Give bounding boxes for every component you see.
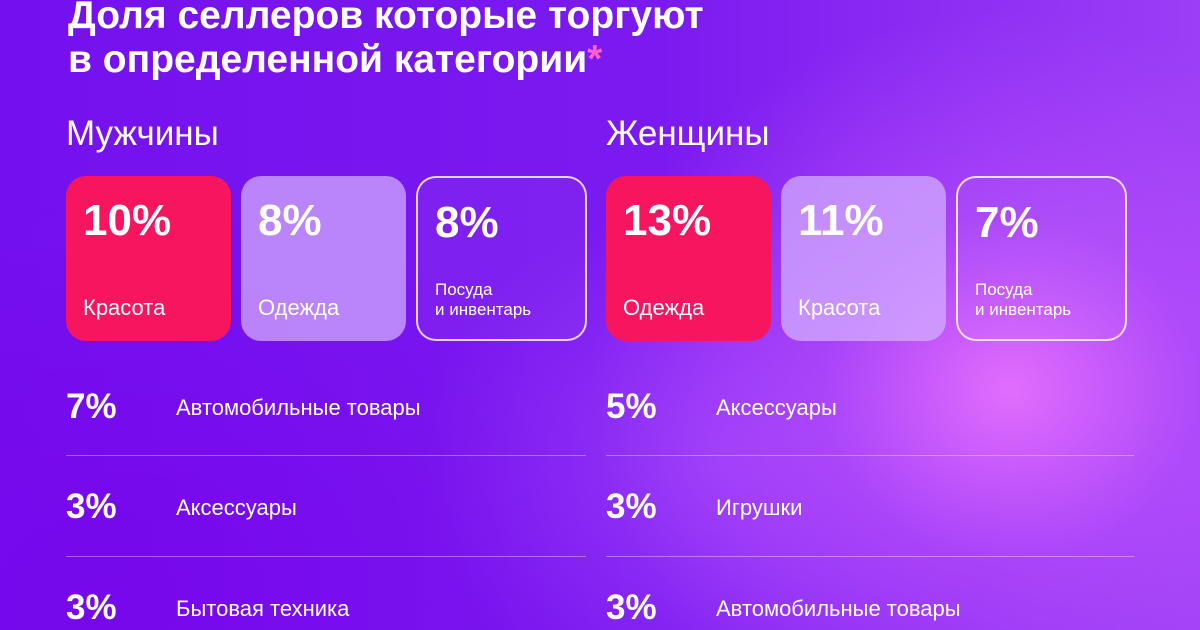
- men-card-dishes: 8% Посуда и инвентарь: [416, 176, 587, 341]
- women-divider: [606, 556, 1134, 557]
- women-list-item: 5% Аксессуары: [606, 387, 1134, 487]
- list-value: 7%: [66, 387, 117, 426]
- card-value: 8%: [258, 196, 322, 245]
- list-label: Автомобильные товары: [176, 395, 421, 420]
- men-list-item: 3% Аксессуары: [66, 487, 586, 587]
- page-title: Доля селлеров которые торгуют в определе…: [68, 0, 868, 82]
- list-value: 3%: [606, 487, 657, 526]
- men-heading: Мужчины: [66, 114, 219, 153]
- list-label: Бытовая техника: [176, 596, 350, 621]
- card-label: Красота: [83, 295, 166, 320]
- list-label: Автомобильные товары: [716, 596, 961, 621]
- women-heading: Женщины: [606, 114, 770, 153]
- women-list-item: 3% Автомобильные товары: [606, 588, 1134, 630]
- card-value: 11%: [798, 196, 884, 245]
- men-list-item: 7% Автомобильные товары: [66, 387, 586, 487]
- card-label: Посуда и инвентарь: [435, 280, 532, 319]
- list-label: Аксессуары: [176, 495, 297, 520]
- title-asterisk: *: [587, 38, 603, 81]
- list-label: Аксессуары: [716, 395, 837, 420]
- women-card-clothing: 13% Одежда: [606, 176, 771, 341]
- card-value: 10%: [83, 196, 172, 245]
- title-line-2-text: в определенной категории: [68, 38, 588, 81]
- card-value: 8%: [435, 198, 499, 247]
- card-label: Посуда и инвентарь: [975, 280, 1072, 319]
- women-card-dishes: 7% Посуда и инвентарь: [956, 176, 1127, 341]
- card-label: Одежда: [258, 295, 340, 320]
- card-value: 13%: [623, 196, 712, 245]
- list-value: 3%: [66, 487, 117, 526]
- men-card-beauty: 10% Красота: [66, 176, 231, 341]
- women-divider: [606, 455, 1134, 456]
- card-label: Одежда: [623, 295, 705, 320]
- list-value: 3%: [606, 588, 657, 627]
- women-card-beauty: 11% Красота: [781, 176, 946, 341]
- list-value: 3%: [66, 588, 117, 627]
- men-list-item: 3% Бытовая техника: [66, 588, 586, 630]
- card-value: 7%: [975, 198, 1039, 247]
- men-card-clothing: 8% Одежда: [241, 176, 406, 341]
- list-label: Игрушки: [716, 495, 803, 520]
- women-list-item: 3% Игрушки: [606, 487, 1134, 587]
- men-divider: [66, 455, 586, 456]
- title-line-1: Доля селлеров которые торгуют: [68, 0, 704, 37]
- men-divider: [66, 556, 586, 557]
- title-line-2: в определенной категории*: [68, 38, 868, 82]
- list-value: 5%: [606, 387, 657, 426]
- card-label: Красота: [798, 295, 881, 320]
